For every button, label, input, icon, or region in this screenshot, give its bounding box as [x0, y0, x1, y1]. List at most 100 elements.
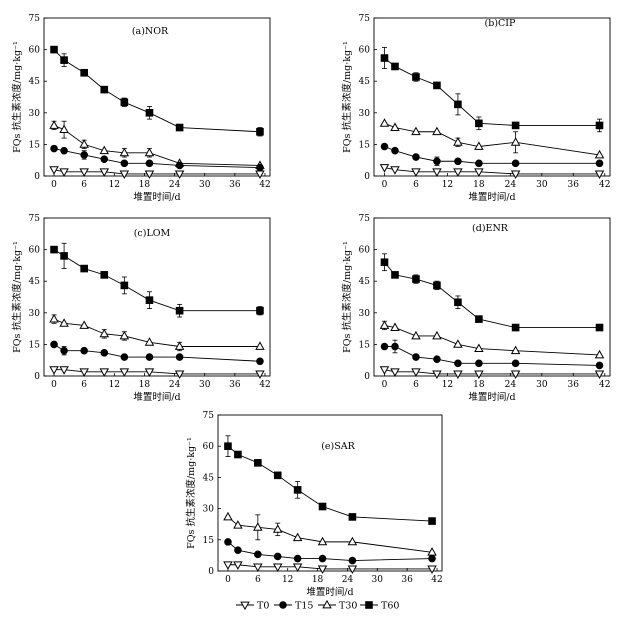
data-point-t15 [511, 359, 520, 368]
x-axis-label: 堆置时间/d [133, 191, 180, 203]
data-point-t15 [50, 340, 58, 349]
data-point-t15 [348, 556, 357, 565]
data-point-t30 [233, 520, 243, 529]
data-point-t60 [120, 281, 129, 290]
y-tick-label: 30 [359, 309, 371, 319]
data-point-t15 [454, 359, 462, 368]
data-point-t0 [272, 563, 283, 572]
x-axis-label: 堆置时间/d [468, 191, 515, 203]
data-point-t60 [475, 119, 483, 128]
data-point-t15 [475, 359, 483, 368]
y-tick-label: 60 [203, 442, 215, 452]
data-point-t60 [100, 271, 109, 279]
legend-item-t0: T0 [236, 601, 269, 612]
x-tick-label: 24 [342, 575, 354, 585]
data-point-t15 [234, 546, 242, 555]
x-axis-label: 堆置时间/d [133, 391, 180, 403]
series-line-t0 [227, 564, 433, 570]
x-tick-label: 30 [199, 180, 211, 190]
data-point-t15 [50, 144, 58, 153]
data-point-t15 [433, 355, 441, 363]
x-tick-label: 42 [259, 180, 270, 190]
x-tick-label: 30 [536, 180, 548, 190]
y-axis-label: FQs 抗生素浓度/mg·kg⁻¹ [341, 241, 353, 353]
data-point-t60 [145, 296, 154, 304]
x-tick-label: 42 [599, 380, 610, 390]
y-axis-label: FQs 抗生素浓度/mg·kg⁻¹ [185, 437, 197, 549]
series-t60 [224, 435, 436, 525]
data-point-t0 [453, 370, 463, 380]
chart-panel-clom: 0 6 12 18 24 30 36 42 0 15 30 45 60 75 堆置时间/d FQs 抗生素浓度… [11, 214, 271, 403]
y-tick-label: 0 [364, 172, 370, 182]
data-point-t15 [318, 554, 327, 563]
series-line-t60 [53, 249, 260, 312]
x-tick-label: 18 [473, 380, 485, 390]
data-point-t0 [174, 170, 185, 180]
legend-label: T0 [257, 601, 269, 612]
data-point-t60 [234, 450, 242, 459]
data-point-t0 [390, 166, 400, 175]
panel-title: (a)NOR [132, 26, 169, 37]
data-point-t30 [255, 341, 265, 350]
data-point-t15 [145, 159, 154, 168]
data-point-t60 [293, 486, 302, 494]
x-tick-label: 18 [312, 575, 324, 585]
series-t30 [223, 511, 437, 556]
data-point-t15 [80, 346, 88, 355]
x-tick-label: 30 [372, 575, 384, 585]
x-tick-label: 0 [382, 180, 388, 190]
x-tick-label: 24 [169, 180, 181, 190]
y-tick-label: 60 [359, 46, 371, 56]
data-point-t60 [50, 45, 58, 54]
x-tick-label: 0 [225, 575, 231, 585]
data-point-t15 [120, 159, 129, 168]
data-point-t30 [292, 532, 303, 542]
x-tick-label: 18 [139, 380, 151, 390]
data-point-t30 [49, 120, 59, 129]
x-tick-label: 24 [505, 180, 517, 190]
data-point-t15 [595, 361, 604, 370]
data-point-t0 [119, 368, 130, 377]
data-point-t0 [79, 168, 89, 177]
legend: T0 T15 T30 T60 [236, 599, 399, 612]
data-point-t15 [175, 161, 184, 170]
data-point-t30 [432, 330, 442, 340]
x-tick-label: 0 [51, 380, 57, 390]
plot-frame [373, 17, 611, 177]
x-tick-label: 24 [169, 380, 181, 390]
data-point-t60 [412, 73, 420, 81]
y-tick-label: 45 [359, 277, 371, 287]
data-point-t60 [60, 56, 68, 64]
x-tick-label: 36 [568, 180, 580, 190]
data-point-t30 [594, 349, 605, 359]
x-tick-label: 42 [431, 575, 442, 585]
data-point-t0 [317, 565, 328, 575]
x-tick-label: 36 [229, 380, 241, 390]
data-point-t60 [475, 315, 483, 323]
data-point-t60 [256, 127, 264, 136]
x-tick-label: 18 [139, 180, 151, 190]
plot-frame [373, 217, 611, 377]
y-axis-label: FQs 抗生素浓度/mg·kg⁻¹ [11, 241, 23, 353]
chart-panel-esar: 0 6 12 18 24 30 36 42 0 15 30 45 60 75 堆置时间/d FQs 抗生素浓度… [185, 411, 443, 598]
x-axis-label: 堆置时间/d [468, 391, 515, 403]
y-tick-label: 15 [203, 536, 215, 546]
legend-marker [279, 601, 287, 609]
y-axis-label: FQs 抗生素浓度/mg·kg⁻¹ [341, 41, 353, 153]
data-point-t15 [256, 163, 264, 172]
data-point-t30 [594, 149, 605, 159]
y-axis-label: FQs 抗生素浓度/mg·kg⁻¹ [11, 41, 23, 153]
data-point-t0 [379, 366, 390, 375]
data-point-t15 [391, 342, 399, 351]
data-point-t30 [119, 147, 130, 157]
data-point-t30 [390, 322, 400, 331]
chart-panel-bcip: 0 6 12 18 24 30 36 42 0 15 30 45 60 75 堆置时间/d FQs 抗生素浓度… [341, 14, 610, 203]
legend-item-t60: T60 [360, 601, 399, 612]
series-t15 [224, 538, 436, 565]
data-point-t30 [144, 337, 155, 346]
legend-label: T60 [381, 601, 399, 612]
y-tick-label: 60 [359, 246, 371, 256]
series-t0 [223, 561, 437, 575]
data-point-t0 [474, 168, 484, 177]
data-point-t0 [144, 170, 155, 180]
